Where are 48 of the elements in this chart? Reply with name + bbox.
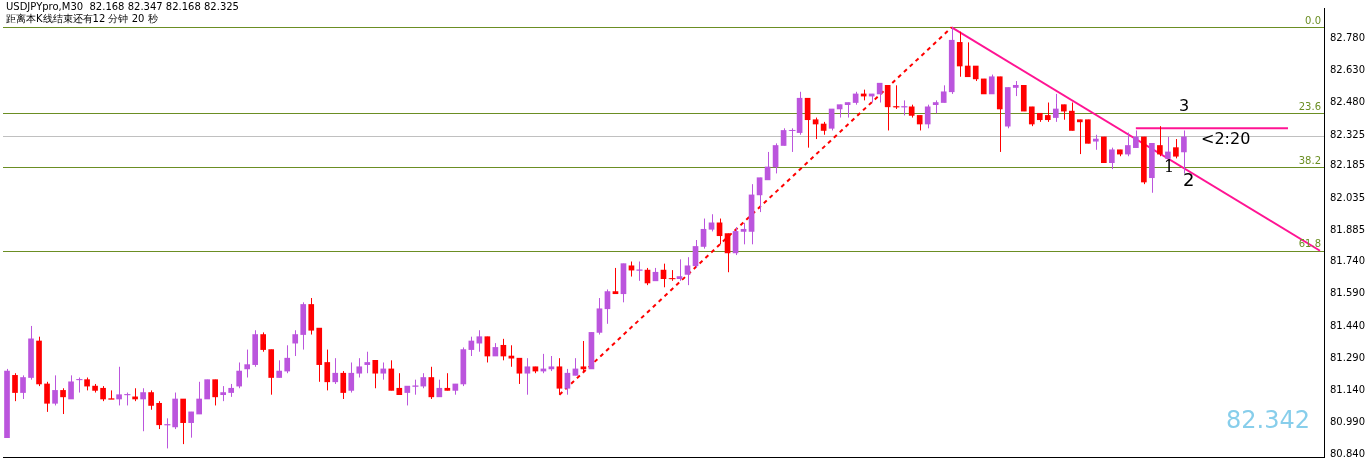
y-tick-label: 81.440 [1330,319,1365,331]
y-tick-label: 80.840 [1330,448,1365,460]
y-tick-label: 82.480 [1330,96,1365,108]
candlestick [220,385,226,402]
candlestick [204,379,210,400]
candlestick [908,104,915,119]
y-tick-label: 81.590 [1330,287,1365,299]
annotation: 3 [1179,96,1190,116]
annotation: 23.6 [1298,100,1321,112]
candlestick [148,389,154,411]
y-tick-label: 81.290 [1330,351,1365,363]
y-tick-label: 82.035 [1330,191,1365,203]
candlestick [372,359,379,389]
y-tick-label: 81.885 [1330,223,1365,235]
candlestick [356,357,363,379]
y-tick-label: 82.780 [1330,31,1365,43]
candlestick [52,374,58,406]
candlestick [940,84,947,104]
candlestick [1012,80,1019,97]
y-tick-label: 80.990 [1330,416,1365,428]
candlestick [1093,134,1099,151]
annotation: 0.0 [1305,14,1321,26]
candlestick [1028,106,1035,127]
annotation: 38.2 [1298,154,1321,166]
text: 距离本K线结束还有12 分钟 20 秒 [6,12,158,24]
candlestick [308,297,315,336]
candlestick [932,99,939,114]
candlestick [1076,119,1083,155]
candlestick [364,351,371,374]
candlestick [268,349,275,396]
annotation: 82.342 [1226,406,1310,435]
candlestick [1117,149,1123,157]
annotation: 2 [1183,168,1195,190]
candlestick [260,331,267,353]
candlestick [212,379,218,406]
chart-title: USDJPYpro,M30 82.168 82.347 82.168 82.325 [6,0,239,12]
y-tick-label: 82.630 [1330,63,1365,75]
candlestick [1060,104,1067,121]
y-tick-label: 81.740 [1330,255,1365,267]
candlestick [1173,138,1179,159]
candlestick [980,78,987,95]
candlestick [20,374,26,400]
y-tick-label: 82.325 [1330,129,1365,141]
candlestick [1084,119,1091,144]
y-tick-label: 81.140 [1330,384,1365,395]
candlestick [1109,147,1115,170]
y-tick-label: 82.185 [1330,159,1365,171]
annotation: <2:20 [1201,129,1251,149]
